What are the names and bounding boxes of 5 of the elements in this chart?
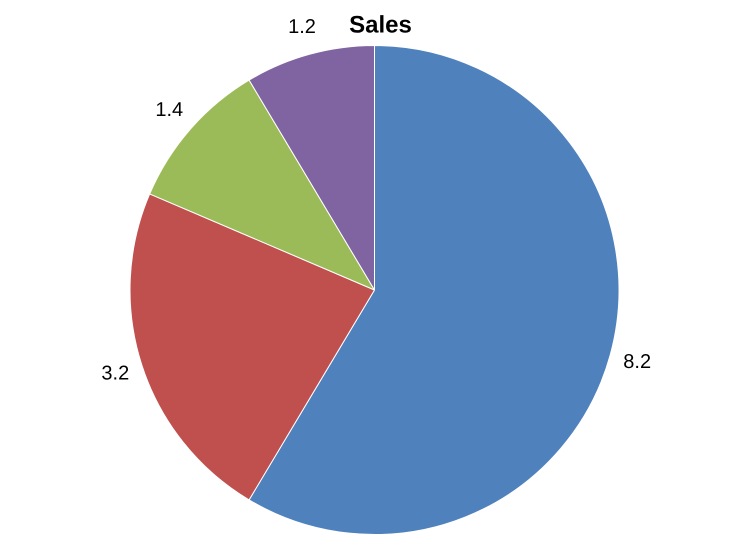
- data-label: 1.4: [155, 99, 184, 122]
- data-label: 1.2: [288, 16, 316, 38]
- chart-title: Sales: [349, 12, 412, 39]
- data-label: 3.2: [101, 362, 130, 385]
- data-label: 8.2: [623, 351, 652, 374]
